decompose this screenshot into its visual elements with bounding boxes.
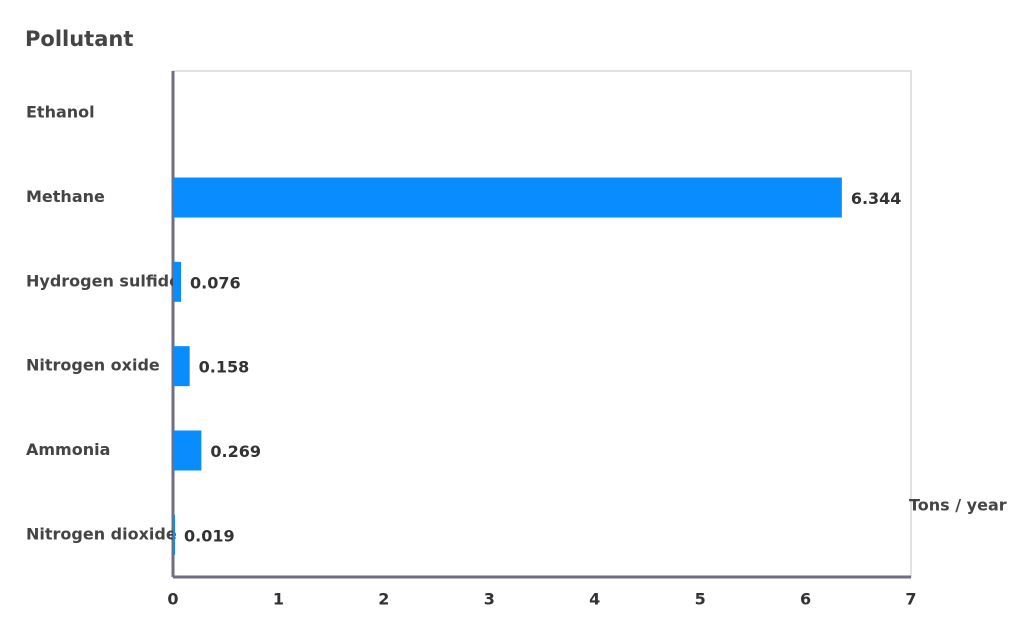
value-label: 0.269 bbox=[210, 442, 261, 461]
x-tick-label: 1 bbox=[273, 590, 284, 609]
value-label: 6.344 bbox=[851, 189, 902, 208]
y-tick-label: Methane bbox=[26, 187, 105, 206]
y-tick-label: Hydrogen sulfide bbox=[26, 271, 180, 290]
y-tick-label: Nitrogen dioxide bbox=[26, 524, 177, 543]
y-tick-label: Ammonia bbox=[26, 440, 110, 459]
bar bbox=[173, 346, 190, 387]
value-label: 0.158 bbox=[199, 358, 250, 377]
y-tick-label: Ethanol bbox=[26, 103, 95, 122]
x-tick-label: 5 bbox=[695, 590, 706, 609]
x-axis-title: Tons / year bbox=[909, 496, 1007, 515]
x-tick-label: 0 bbox=[167, 590, 178, 609]
x-tick-label: 7 bbox=[905, 590, 916, 609]
bar bbox=[173, 177, 842, 218]
x-tick-label: 3 bbox=[484, 590, 495, 609]
plot-frame bbox=[172, 70, 912, 578]
chart-title: Pollutant bbox=[25, 27, 133, 51]
x-tick-label: 4 bbox=[589, 590, 600, 609]
x-tick-label: 2 bbox=[378, 590, 389, 609]
value-label: 0.019 bbox=[184, 526, 235, 545]
x-tick-label: 6 bbox=[800, 590, 811, 609]
bar bbox=[173, 430, 202, 471]
y-tick-label: Nitrogen oxide bbox=[26, 356, 160, 375]
bar bbox=[173, 514, 176, 555]
bar bbox=[173, 261, 182, 302]
value-label: 0.076 bbox=[190, 273, 241, 292]
